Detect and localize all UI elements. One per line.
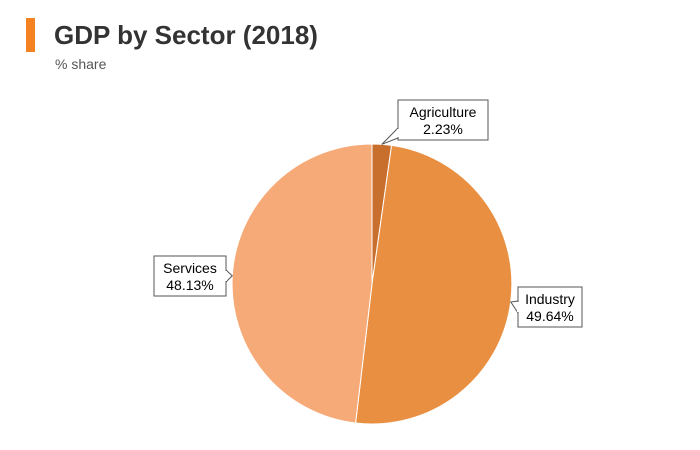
pie-slice-services	[231, 143, 373, 424]
slice-category-label: Services	[163, 260, 217, 276]
pie-slices	[231, 143, 513, 425]
title-accent-bar	[26, 18, 35, 52]
callout-pointer-services	[225, 269, 233, 283]
callout-box-agriculture	[397, 99, 489, 141]
chart-title: GDP by Sector (2018)	[54, 20, 318, 50]
slice-value-label: 49.64%	[526, 308, 573, 324]
slice-category-label: Industry	[525, 291, 575, 307]
slice-value-label: 2.23%	[423, 121, 463, 137]
callout-pointer-industry	[509, 300, 519, 314]
slice-category-label: Agriculture	[410, 104, 477, 120]
callout-pointer-agriculture	[381, 127, 399, 145]
chart-subtitle: % share	[55, 56, 107, 72]
callout-box-services	[153, 255, 227, 297]
slice-value-label: 48.13%	[166, 277, 213, 293]
